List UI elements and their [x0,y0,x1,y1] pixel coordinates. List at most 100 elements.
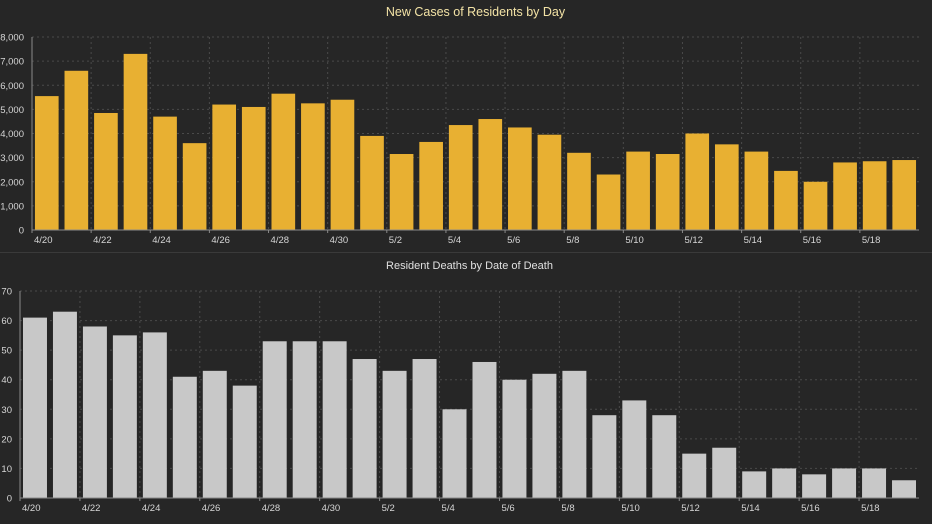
cases-bar-5-15[interactable] [774,170,798,230]
deaths-bar-5-9[interactable] [592,415,617,498]
cases-bar-5-8[interactable] [567,152,591,230]
deaths-x-tick-label: 5/6 [501,503,514,514]
deaths-x-tick-label: 4/20 [22,503,41,514]
cases-y-tick-label: 7,000 [0,57,24,68]
deaths-bar-5-13[interactable] [712,447,737,498]
deaths-chart-panel: Resident Deaths by Date of Death 0 10 20 30 4… [0,253,932,524]
cases-bar-4-30[interactable] [330,99,355,230]
cases-chart-panel: New Cases of Residents by Day 0 1,000 2,000… [0,0,932,252]
deaths-bar-4-28[interactable] [262,341,287,498]
cases-y-tick-label: 6,000 [0,81,24,92]
cases-bar-5-14[interactable] [744,151,769,230]
cases-bar-5-2[interactable] [389,154,414,230]
deaths-bar-5-15[interactable] [772,468,797,498]
cases-bar-5-12[interactable] [685,133,710,231]
cases-bar-4-27[interactable] [241,106,266,230]
deaths-x-tick-label: 5/10 [621,503,640,514]
deaths-y-tick-label: 20 [1,434,12,445]
deaths-bar-4-26[interactable] [202,370,227,498]
deaths-bar-5-5[interactable] [472,361,497,498]
cases-x-tick-label: 5/18 [862,235,881,246]
cases-bar-4-24[interactable] [153,116,177,230]
cases-x-tick-label: 4/22 [93,235,112,246]
deaths-bar-4-21[interactable] [52,311,77,498]
cases-bar-chart: New Cases of Residents by Day 0 1,000 2,000… [0,5,919,246]
deaths-y-tick-label: 70 [1,287,12,298]
deaths-bar-5-4[interactable] [442,409,467,498]
cases-y-tick-label: 0 [19,226,24,237]
deaths-y-tick-label: 40 [1,375,12,386]
cases-bar-4-26[interactable] [212,104,237,230]
deaths-x-tick-label: 5/12 [681,503,700,514]
cases-x-tick-label: 4/26 [211,235,230,246]
deaths-bar-4-20[interactable] [22,317,47,498]
cases-bar-4-29[interactable] [301,103,325,230]
cases-bar-4-23[interactable] [123,53,148,231]
deaths-bar-4-25[interactable] [172,376,197,498]
deaths-y-tick-label: 50 [1,346,12,357]
deaths-bar-4-30[interactable] [322,341,347,498]
cases-bar-5-18[interactable] [862,161,887,230]
cases-bar-5-11[interactable] [655,154,680,230]
deaths-bar-5-12[interactable] [682,453,707,498]
deaths-x-tick-label: 5/14 [741,503,760,514]
deaths-bar-4-27[interactable] [232,385,257,498]
deaths-bar-5-6[interactable] [502,379,527,498]
cases-x-tick-label: 5/4 [448,235,461,246]
cases-bar-5-6[interactable] [508,127,532,230]
deaths-bar-5-16[interactable] [802,474,827,498]
cases-bar-5-1[interactable] [360,135,384,230]
deaths-bar-4-24[interactable] [142,332,167,498]
cases-x-tick-label: 5/6 [507,235,520,246]
cases-bar-4-20[interactable] [34,96,59,230]
cases-x-tick-label: 5/8 [566,235,579,246]
deaths-y-tick-label: 0 [7,494,12,505]
deaths-y-tick-label: 30 [1,405,12,416]
deaths-bar-4-29[interactable] [292,341,317,498]
cases-x-tick-label: 5/14 [744,235,763,246]
cases-bar-4-21[interactable] [64,70,89,231]
cases-bar-5-13[interactable] [714,144,739,230]
deaths-bar-5-8[interactable] [562,370,587,498]
cases-bar-5-3[interactable] [419,141,443,230]
deaths-y-tick-label: 60 [1,316,12,327]
cases-bar-5-16[interactable] [803,181,828,230]
deaths-bar-5-3[interactable] [412,359,437,498]
cases-bar-4-25[interactable] [182,143,207,230]
cases-bar-5-10[interactable] [626,151,650,230]
deaths-x-tick-label: 5/18 [861,503,880,514]
cases-y-tick-label: 5,000 [0,105,24,116]
cases-bar-5-19[interactable] [892,160,917,230]
cases-x-tick-label: 4/20 [34,235,53,246]
deaths-bar-5-18[interactable] [862,468,887,498]
deaths-bar-4-23[interactable] [112,335,137,498]
deaths-bar-5-10[interactable] [622,400,647,498]
cases-x-tick-label: 4/24 [152,235,171,246]
cases-bar-5-7[interactable] [537,134,562,230]
deaths-bar-chart: Resident Deaths by Date of Death 0 10 20 30 4… [1,260,919,514]
cases-bar-4-22[interactable] [94,112,118,230]
cases-y-tick-label: 1,000 [0,201,24,212]
cases-x-tick-label: 4/30 [330,235,349,246]
deaths-bar-5-14[interactable] [742,471,767,498]
cases-x-tick-label: 4/28 [271,235,290,246]
cases-bar-5-9[interactable] [596,174,621,230]
cases-y-tick-label: 4,000 [0,129,24,140]
cases-bar-4-28[interactable] [271,93,296,230]
deaths-bar-5-19[interactable] [892,480,917,498]
cases-bar-5-4[interactable] [448,125,473,230]
cases-x-tick-label: 5/16 [803,235,822,246]
deaths-bar-5-2[interactable] [382,370,407,498]
deaths-x-tick-label: 4/22 [82,503,101,514]
deaths-x-tick-label: 4/28 [262,503,281,514]
cases-bar-5-17[interactable] [833,162,857,230]
cases-bar-5-5[interactable] [478,119,503,230]
deaths-bar-5-1[interactable] [352,359,377,498]
cases-x-tick-label: 5/10 [625,235,644,246]
deaths-bar-5-7[interactable] [532,373,557,498]
deaths-bar-5-11[interactable] [652,415,677,498]
deaths-bar-4-22[interactable] [82,326,107,498]
deaths-x-tick-label: 4/30 [322,503,341,514]
deaths-bar-5-17[interactable] [832,468,857,498]
deaths-x-tick-label: 5/4 [442,503,455,514]
